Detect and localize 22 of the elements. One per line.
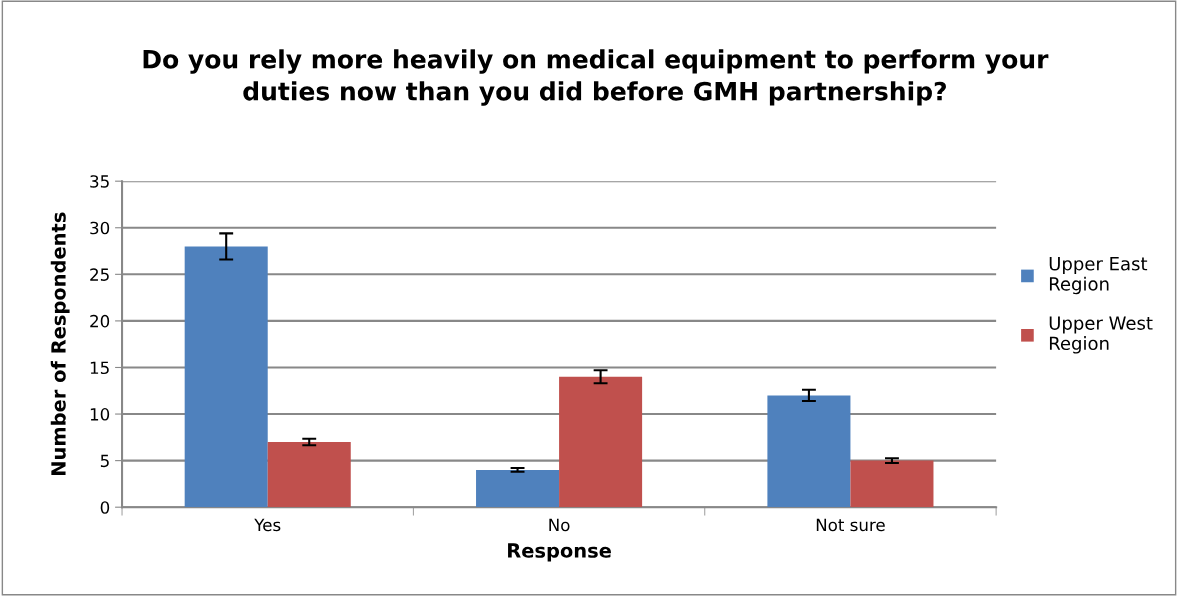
- y-tick-label: 35: [90, 175, 109, 188]
- x-tick-label: Yes: [254, 518, 281, 532]
- bar: [767, 395, 851, 508]
- bar: [850, 460, 934, 508]
- bar: [476, 469, 560, 508]
- bar: [184, 246, 268, 508]
- bar: [559, 376, 643, 508]
- x-axis-title: Response: [508, 543, 611, 562]
- y-tick-label: 25: [90, 268, 109, 281]
- x-tick-label: No: [549, 518, 570, 532]
- y-tick-label: 30: [90, 221, 110, 235]
- y-tick-label: 10: [90, 408, 110, 421]
- y-tick-label: 5: [100, 454, 109, 468]
- legend-label: Upper West Region: [1049, 316, 1153, 354]
- bar: [267, 441, 351, 508]
- x-tick-label: Not sure: [816, 518, 885, 532]
- legend-label: Upper East Region: [1049, 257, 1148, 295]
- y-tick-label: 0: [100, 501, 110, 514]
- y-tick-label: 15: [90, 361, 109, 375]
- chart-title: Do you rely more heavily on medical equipment to perform your duties now than you did before GMH partnership?: [143, 49, 1049, 106]
- y-axis-title: Number of Respondents: [50, 212, 70, 475]
- y-tick-label: 20: [90, 314, 110, 328]
